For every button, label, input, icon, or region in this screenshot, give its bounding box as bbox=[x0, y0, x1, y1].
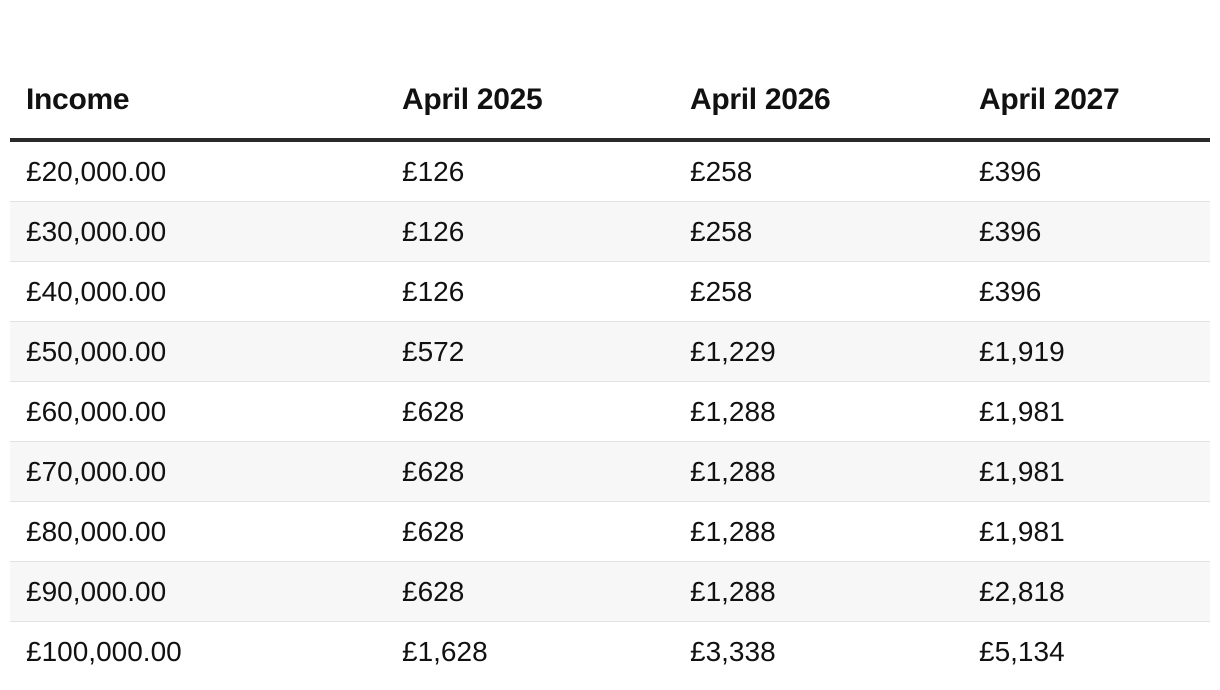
income-table-container: Income April 2025 April 2026 April 2027 … bbox=[10, 62, 1210, 681]
april-2026-cell: £1,288 bbox=[674, 561, 963, 622]
column-header-april-2025: April 2025 bbox=[386, 62, 674, 142]
april-2027-cell: £396 bbox=[963, 140, 1210, 202]
table-row: £100,000.00 £1,628 £3,338 £5,134 bbox=[10, 622, 1210, 682]
april-2025-cell: £628 bbox=[386, 381, 674, 442]
table-row: £80,000.00 £628 £1,288 £1,981 bbox=[10, 501, 1210, 562]
income-cell: £30,000.00 bbox=[10, 201, 386, 262]
income-cell: £20,000.00 bbox=[10, 140, 386, 202]
column-header-april-2027: April 2027 bbox=[963, 62, 1210, 142]
april-2026-cell: £258 bbox=[674, 261, 963, 322]
table-body: £20,000.00 £126 £258 £396 £30,000.00 £12… bbox=[10, 140, 1210, 681]
april-2026-cell: £1,229 bbox=[674, 321, 963, 382]
income-cell: £80,000.00 bbox=[10, 501, 386, 562]
table-header: Income April 2025 April 2026 April 2027 bbox=[10, 62, 1210, 142]
april-2026-cell: £1,288 bbox=[674, 501, 963, 562]
table-row: £50,000.00 £572 £1,229 £1,919 bbox=[10, 321, 1210, 382]
column-header-april-2026: April 2026 bbox=[674, 62, 963, 142]
april-2027-cell: £1,919 bbox=[963, 321, 1210, 382]
april-2025-cell: £126 bbox=[386, 140, 674, 202]
column-header-income: Income bbox=[10, 62, 386, 142]
april-2026-cell: £1,288 bbox=[674, 441, 963, 502]
table-row: £20,000.00 £126 £258 £396 bbox=[10, 140, 1210, 202]
april-2027-cell: £396 bbox=[963, 201, 1210, 262]
april-2025-cell: £628 bbox=[386, 501, 674, 562]
april-2025-cell: £572 bbox=[386, 321, 674, 382]
april-2027-cell: £1,981 bbox=[963, 501, 1210, 562]
april-2027-cell: £5,134 bbox=[979, 635, 1065, 667]
table-row: £90,000.00 £628 £1,288 £2,818 bbox=[10, 561, 1210, 622]
april-2025-cell: £1,628 bbox=[402, 635, 488, 667]
april-2026-cell: £1,288 bbox=[674, 381, 963, 442]
income-cell: £100,000.00 bbox=[26, 635, 182, 667]
income-cell: £40,000.00 bbox=[10, 261, 386, 322]
income-cell: £70,000.00 bbox=[10, 441, 386, 502]
april-2025-cell: £628 bbox=[386, 441, 674, 502]
table-row: £40,000.00 £126 £258 £396 bbox=[10, 261, 1210, 322]
april-2025-cell: £126 bbox=[386, 261, 674, 322]
header-row: Income April 2025 April 2026 April 2027 bbox=[10, 62, 1210, 142]
april-2026-cell: £258 bbox=[674, 140, 963, 202]
april-2026-cell: £258 bbox=[674, 201, 963, 262]
april-2027-cell: £2,818 bbox=[963, 561, 1210, 622]
income-cell: £90,000.00 bbox=[10, 561, 386, 622]
april-2025-cell: £126 bbox=[386, 201, 674, 262]
april-2027-cell: £1,981 bbox=[963, 381, 1210, 442]
april-2026-cell: £3,338 bbox=[690, 635, 776, 667]
april-2025-cell: £628 bbox=[386, 561, 674, 622]
table-row: £30,000.00 £126 £258 £396 bbox=[10, 201, 1210, 262]
april-2027-cell: £396 bbox=[963, 261, 1210, 322]
income-cell: £50,000.00 bbox=[10, 321, 386, 382]
income-table: Income April 2025 April 2026 April 2027 … bbox=[10, 62, 1210, 681]
table-row: £70,000.00 £628 £1,288 £1,981 bbox=[10, 441, 1210, 502]
table-row: £60,000.00 £628 £1,288 £1,981 bbox=[10, 381, 1210, 442]
income-cell: £60,000.00 bbox=[10, 381, 386, 442]
april-2027-cell: £1,981 bbox=[963, 441, 1210, 502]
